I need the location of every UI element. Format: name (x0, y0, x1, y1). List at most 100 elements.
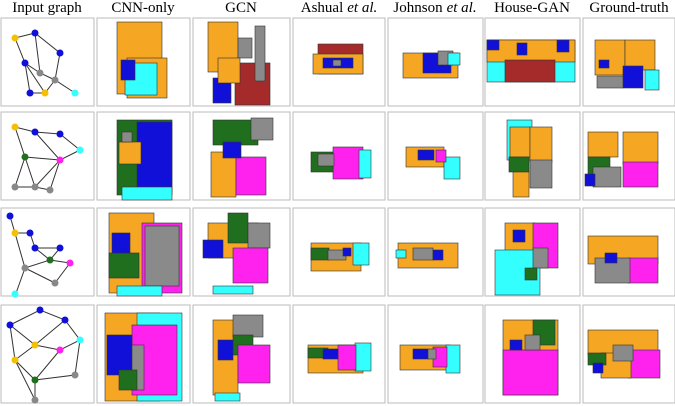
room (592, 166, 622, 188)
column-header: Ground-truth (589, 0, 669, 16)
room (504, 59, 556, 83)
room (395, 249, 407, 259)
room (235, 156, 267, 196)
floorplan (292, 111, 386, 201)
floorplan (387, 304, 484, 404)
room (529, 126, 553, 163)
graph-node (11, 229, 19, 237)
room (217, 57, 241, 84)
graph-node (31, 183, 39, 191)
floorplan (387, 111, 484, 201)
row (0, 207, 675, 298)
room (532, 247, 549, 269)
floorplan (387, 207, 484, 297)
room (136, 121, 173, 193)
room (587, 131, 619, 158)
room (247, 222, 271, 249)
row (0, 304, 675, 404)
floorplan (484, 304, 581, 404)
room (627, 257, 659, 284)
room (447, 52, 461, 66)
floorplan (582, 304, 675, 404)
column-header: Ashual et al. (301, 0, 378, 16)
room (352, 242, 370, 266)
floorplan (96, 207, 191, 297)
graph-node (56, 49, 64, 57)
floorplan (292, 207, 386, 297)
room (412, 247, 434, 261)
room (427, 348, 437, 360)
room (432, 249, 444, 261)
graph-node (31, 341, 39, 349)
room (121, 131, 133, 143)
room (644, 69, 660, 91)
floorplan (96, 111, 191, 201)
floorplan (192, 111, 291, 201)
author: Ashual (301, 0, 344, 16)
floorplan (192, 17, 291, 107)
room (217, 339, 234, 361)
room (594, 39, 626, 76)
room (227, 212, 249, 244)
room (443, 156, 461, 180)
header-row: Input graph CNN-only GCN Ashual et al. Jo… (12, 0, 669, 16)
floorplan (582, 207, 675, 297)
graph-node (46, 256, 54, 264)
room (254, 25, 266, 82)
room (509, 339, 523, 351)
graph-node (11, 290, 19, 298)
room (412, 348, 429, 360)
room (524, 267, 538, 281)
room (212, 285, 254, 295)
room (118, 369, 138, 391)
room (592, 362, 604, 374)
graph-node (11, 356, 19, 364)
graph-node (66, 259, 74, 267)
floorplan (387, 17, 484, 107)
room (622, 65, 644, 89)
room (108, 252, 140, 279)
room (342, 247, 352, 257)
row (0, 17, 675, 107)
room (435, 149, 447, 163)
column-header: Johnson et al. (393, 0, 476, 16)
room (310, 247, 330, 261)
room (120, 59, 136, 81)
author: Johnson (393, 0, 443, 16)
input-graph (0, 207, 95, 298)
room (237, 344, 271, 384)
room (358, 149, 372, 179)
column-header: Input graph (12, 0, 82, 16)
room (332, 146, 364, 180)
graph-node (26, 229, 34, 237)
graph-node (76, 146, 84, 154)
column-header: CNN-only (111, 0, 175, 16)
cell-frame (0, 304, 95, 404)
room (222, 141, 242, 159)
room (232, 314, 264, 338)
room (354, 342, 372, 372)
graph-node (41, 89, 49, 97)
room (502, 349, 559, 396)
room (322, 348, 339, 360)
room (604, 252, 618, 264)
graph-node (21, 153, 29, 161)
room (516, 42, 528, 56)
room (622, 131, 659, 165)
cell-frame (292, 207, 386, 297)
et-al: et al. (447, 0, 477, 16)
room (121, 186, 173, 201)
room (144, 225, 180, 287)
room (214, 392, 241, 402)
room (624, 39, 656, 71)
graph-node (56, 346, 64, 354)
room (512, 229, 526, 243)
room (612, 344, 634, 362)
graph-node (31, 29, 39, 37)
graph-node (76, 336, 84, 344)
graph-node (6, 321, 14, 329)
graph-edges (14, 126, 81, 191)
room (337, 344, 357, 371)
